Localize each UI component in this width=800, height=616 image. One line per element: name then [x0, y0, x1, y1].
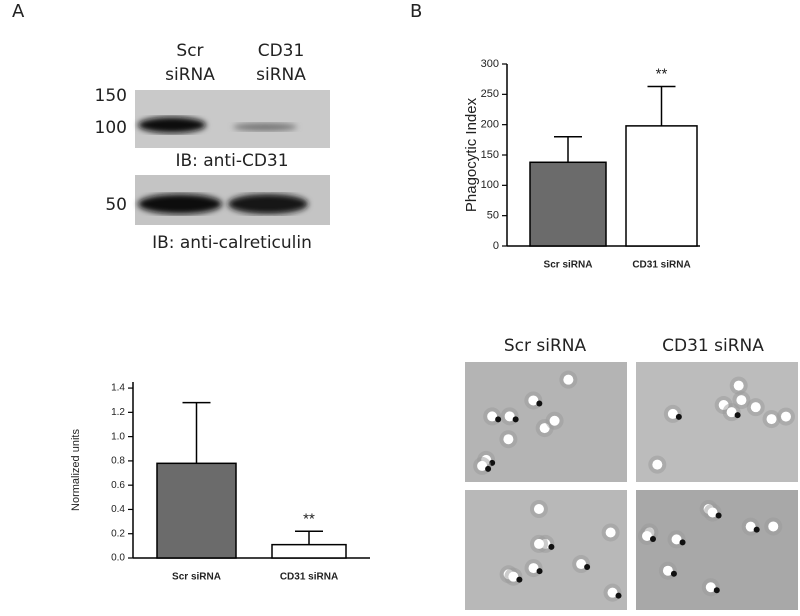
micrograph-label: Scr siRNA — [504, 336, 587, 356]
panel-label: B — [410, 1, 422, 22]
particle — [713, 587, 720, 594]
blot-label: IB: anti-calreticulin — [152, 233, 312, 253]
cell — [733, 380, 744, 391]
y-tick-label: 300 — [481, 58, 499, 70]
particle — [536, 400, 543, 407]
particle — [670, 570, 677, 577]
cell — [768, 521, 779, 532]
lane-label: siRNA — [256, 65, 306, 85]
y-tick-label: 1.2 — [111, 407, 125, 418]
cell — [534, 538, 545, 549]
x-tick-label: Scr siRNA — [544, 260, 593, 271]
cell — [780, 411, 791, 422]
particle — [715, 512, 722, 519]
bar — [271, 543, 347, 559]
cell — [563, 374, 574, 385]
lane-label: CD31 — [258, 41, 305, 61]
cell — [487, 411, 498, 422]
y-axis-label: Phagocytic Index — [463, 97, 480, 212]
cell — [736, 395, 747, 406]
blot-label: IB: anti-CD31 — [175, 151, 288, 171]
cell — [605, 527, 616, 538]
marker-label: 100 — [95, 118, 127, 138]
y-tick-label: 1.0 — [111, 431, 125, 442]
y-tick-label: 250 — [481, 88, 499, 100]
y-tick-label: 100 — [481, 179, 499, 191]
y-tick-label: 0.8 — [111, 456, 125, 467]
blot-band — [138, 117, 206, 133]
marker-label: 50 — [105, 195, 127, 215]
cell — [503, 434, 514, 445]
cell — [607, 587, 618, 598]
y-tick-label: 0.0 — [111, 553, 125, 564]
cell — [671, 534, 682, 545]
panel-label: A — [12, 1, 25, 22]
cell — [750, 402, 761, 413]
cell — [745, 521, 756, 532]
y-tick-label: 50 — [487, 210, 499, 222]
y-tick-label: 200 — [481, 119, 499, 131]
annotation: ** — [303, 510, 315, 527]
blot-band — [228, 194, 308, 214]
particle — [675, 413, 682, 420]
cell — [707, 507, 718, 518]
particle — [485, 465, 492, 472]
blot-band — [233, 123, 297, 131]
lane-label: Scr — [176, 41, 203, 61]
bar — [625, 125, 698, 247]
y-tick-label: 150 — [481, 149, 499, 161]
cell — [528, 395, 539, 406]
marker-label: 150 — [95, 86, 127, 106]
particle — [679, 539, 686, 546]
y-tick-label: 0.2 — [111, 528, 125, 539]
micrographs — [465, 362, 798, 610]
cell — [641, 530, 652, 541]
y-tick-label: 0.4 — [111, 504, 125, 515]
cell — [652, 459, 663, 470]
annotation: ** — [656, 65, 668, 82]
cell — [477, 460, 488, 471]
particle — [512, 416, 519, 423]
x-tick-label: CD31 siRNA — [632, 260, 690, 271]
particle — [536, 568, 543, 575]
y-axis-label: Normalized units — [70, 429, 82, 511]
lane-label: siRNA — [165, 65, 215, 85]
y-tick-label: 0 — [493, 240, 499, 252]
cell — [508, 571, 519, 582]
cell — [576, 559, 587, 570]
cell — [549, 415, 560, 426]
particle — [734, 412, 741, 419]
x-tick-label: CD31 siRNA — [280, 572, 338, 583]
particle — [495, 416, 502, 423]
micrograph-label: CD31 siRNA — [662, 336, 764, 356]
particle — [649, 535, 656, 542]
y-tick-label: 0.6 — [111, 480, 125, 491]
cell — [504, 411, 515, 422]
y-tick-label: 1.4 — [111, 383, 125, 394]
cell — [528, 563, 539, 574]
bar — [156, 462, 237, 559]
bar — [529, 161, 607, 247]
cell — [662, 565, 673, 576]
particle — [516, 576, 523, 583]
cell — [766, 414, 777, 425]
blot-band — [138, 194, 222, 214]
x-tick-label: Scr siRNA — [172, 572, 221, 583]
particle — [548, 543, 555, 550]
particle — [615, 592, 622, 599]
particle — [584, 564, 591, 571]
cell — [667, 408, 678, 419]
cell — [533, 504, 544, 515]
cell — [705, 582, 716, 593]
particle — [753, 526, 760, 533]
cell — [726, 407, 737, 418]
